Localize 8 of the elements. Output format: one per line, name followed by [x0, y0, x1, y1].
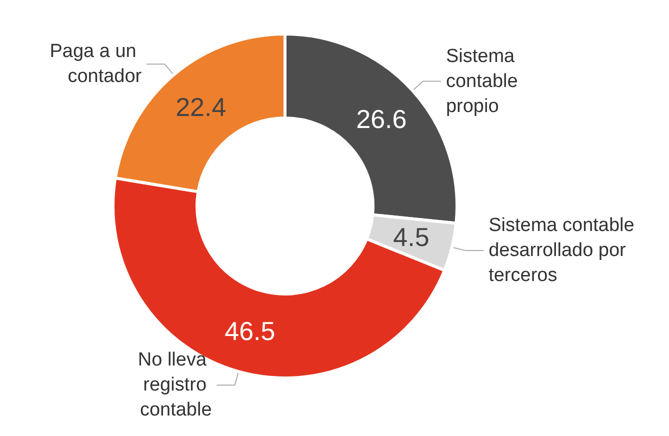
- slice-label: Paga a un contador: [50, 41, 142, 88]
- data-label: 4.5: [393, 222, 430, 252]
- slice-label: Sistema contable desarrollado por terceros: [488, 215, 640, 286]
- data-label: 26.6: [356, 104, 407, 134]
- slice-label: No lleva registro contable: [138, 350, 212, 421]
- slice-label: Sistema contable propio: [446, 46, 524, 117]
- data-label: 22.4: [176, 92, 226, 122]
- data-label: 46.5: [224, 316, 276, 346]
